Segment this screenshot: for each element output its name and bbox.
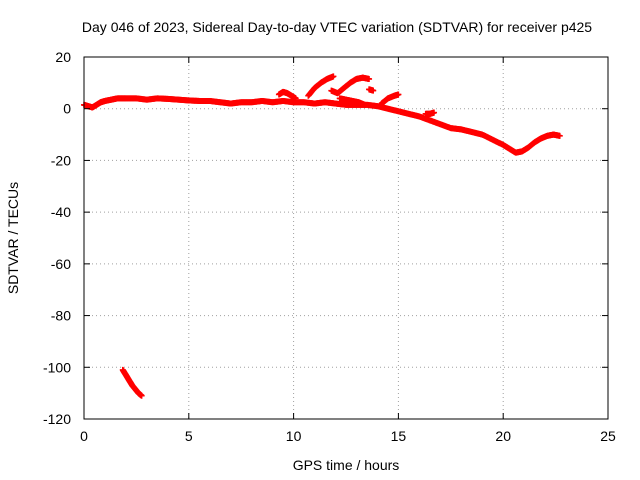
y-axis-label: SDTVAR / TECUs — [5, 182, 21, 294]
y-tick-label: -80 — [51, 308, 71, 324]
series-fragment-2 — [305, 73, 337, 99]
series-fragment-4 — [336, 95, 368, 108]
data-points — [81, 73, 563, 399]
series-fragment-1 — [275, 88, 299, 102]
x-tick-label: 25 — [600, 428, 616, 444]
data-point — [292, 95, 299, 102]
series-fragment-3 — [328, 74, 373, 97]
data-point — [138, 392, 145, 399]
y-tick-label: 0 — [63, 101, 71, 117]
y-tick-label: -60 — [51, 256, 71, 272]
plot-frame — [83, 56, 609, 420]
axis-ticks: 0 5 10 15 20 25 20 0 -20 -40 -60 -80 -100 -120 — [43, 49, 616, 444]
y-tick-label: -100 — [43, 359, 71, 375]
data-point — [370, 87, 377, 94]
data-point — [330, 73, 337, 80]
series-fragment-5 — [366, 86, 377, 94]
chart-title: Day 046 of 2023, Sidereal Day-to-day VTE… — [82, 19, 592, 35]
series-main-arc — [81, 95, 563, 156]
y-tick-label: 20 — [55, 49, 71, 65]
x-tick-label: 0 — [80, 428, 88, 444]
data-point — [395, 91, 402, 98]
data-point — [556, 132, 563, 139]
data-point — [361, 101, 368, 108]
x-tick-label: 15 — [391, 428, 407, 444]
y-tick-label: -120 — [43, 411, 71, 427]
x-tick-label: 20 — [495, 428, 511, 444]
series-fragment-6 — [378, 91, 402, 107]
data-point — [366, 75, 373, 82]
x-tick-label: 10 — [286, 428, 302, 444]
y-tick-label: -40 — [51, 204, 71, 220]
data-point — [431, 109, 438, 116]
x-axis-label: GPS time / hours — [293, 457, 400, 473]
series-outlier-arc — [119, 366, 145, 399]
x-tick-label: 5 — [185, 428, 193, 444]
series-fragment-7 — [422, 109, 438, 117]
y-tick-label: -20 — [51, 152, 71, 168]
grid-lines — [84, 57, 608, 419]
